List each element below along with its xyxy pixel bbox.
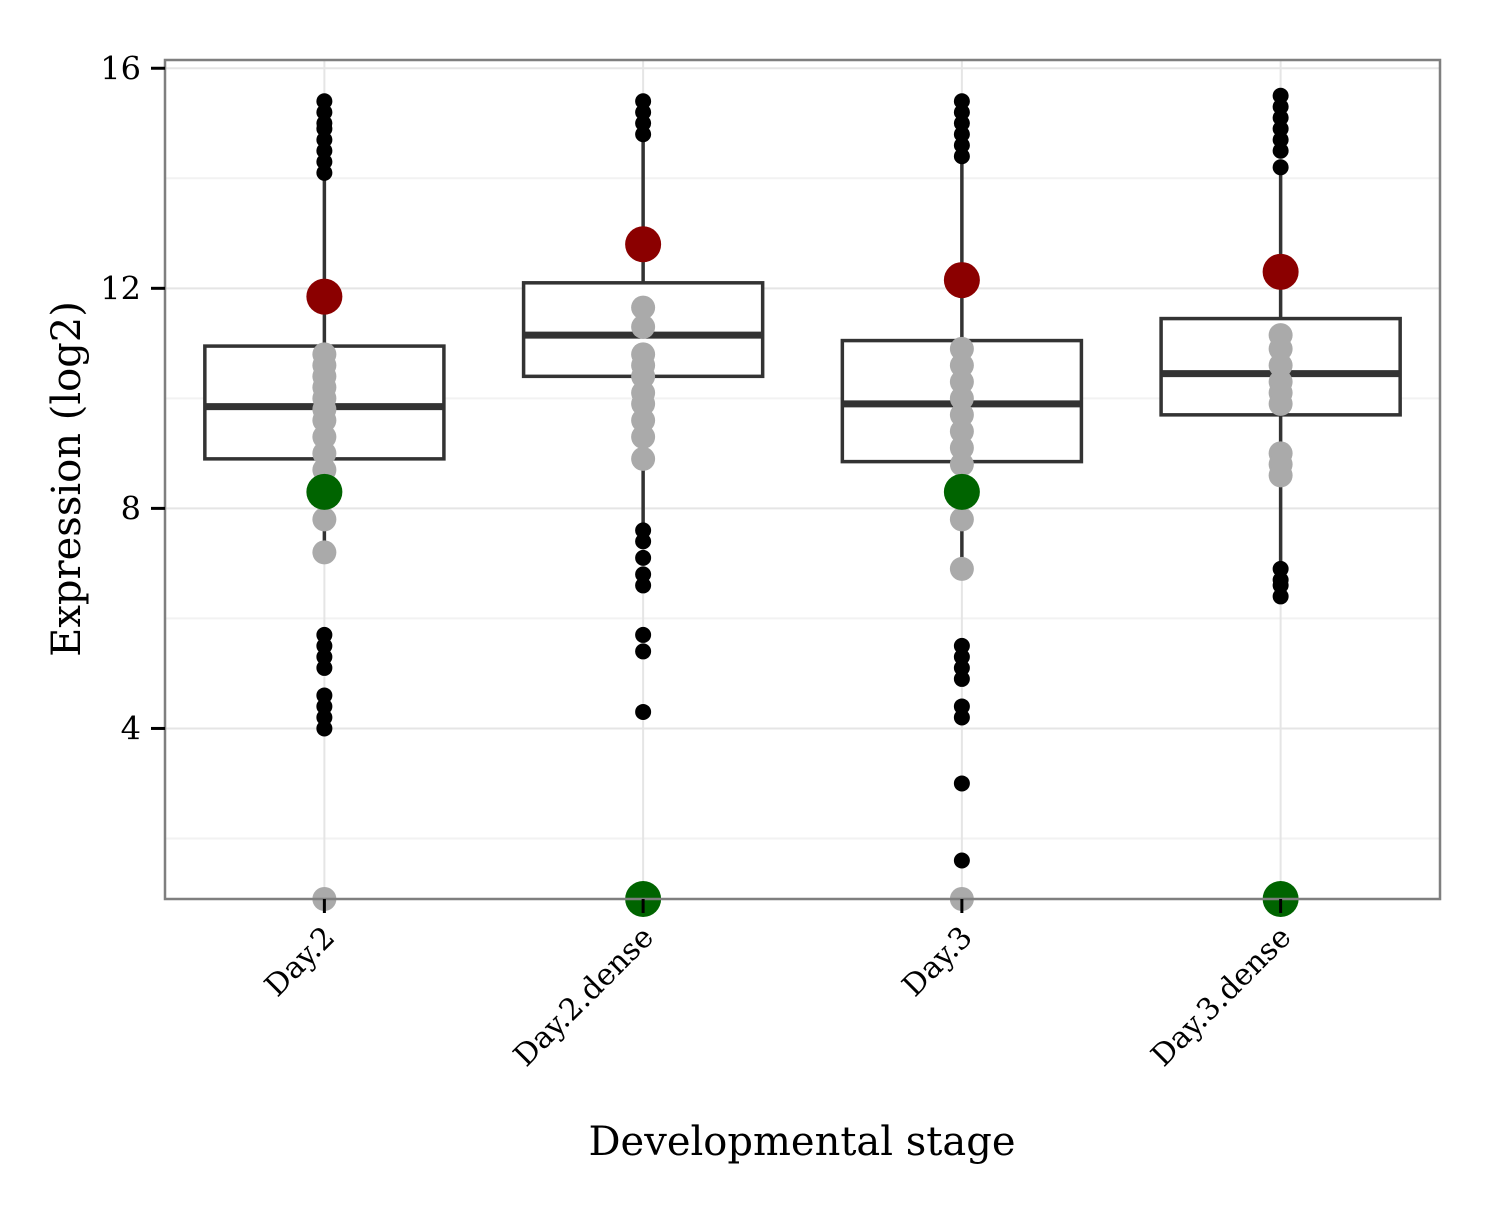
plot-panel-border [163,58,1442,901]
gray-point [312,507,337,532]
gray-point [949,507,974,532]
y-tick-label: 16 [100,49,141,87]
outlier-point [316,687,333,704]
gray-point [1268,463,1293,488]
gray-point [312,424,337,449]
outlier-point [953,137,970,154]
outlier-point [316,709,333,726]
gray-point [312,441,337,466]
gray-point [1268,336,1293,361]
gray-point [631,391,656,416]
gray-point [949,435,974,460]
gray-point [949,556,974,581]
outlier-point [1272,98,1289,115]
outlier-point [316,637,333,654]
outlier-point [316,131,333,148]
outlier-point [316,648,333,665]
outlier-point [635,115,652,132]
outlier-point [1272,120,1289,137]
outlier-point [953,698,970,715]
outlier-point [635,626,652,643]
outlier-point [953,148,970,165]
x-tick-label: Day.2.dense [507,920,661,1074]
outlier-point [635,549,652,566]
outlier-point [953,670,970,687]
outlier-point [635,643,652,660]
outlier-point [1272,159,1289,176]
outlier-point [316,153,333,170]
outlier-point [635,104,652,121]
outlier-point [953,852,970,869]
x-axis-title: Developmental stage [588,1119,1015,1165]
outlier-point [1272,87,1289,104]
gray-point [631,408,656,433]
outlier-point [316,142,333,159]
gray-point [949,369,974,394]
outlier-point [316,93,333,110]
gray-point [312,540,337,565]
gray-point [631,364,656,389]
x-tick-label: Day.2 [258,920,342,1004]
gray-point [1268,391,1293,416]
outlier-point [635,703,652,720]
gray-point [949,452,974,477]
y-tick-label: 12 [100,269,141,307]
outlier-point [953,104,970,121]
outlier-point [953,659,970,676]
gray-point [949,336,974,361]
outlier-point [1272,560,1289,577]
gray-point [631,295,656,320]
red-point [943,262,980,299]
outlier-point [953,93,970,110]
green-point [306,473,343,510]
outlier-point [953,775,970,792]
x-tick-label: Day.3.dense [1144,920,1298,1074]
outlier-point [953,115,970,132]
green-point [943,473,980,510]
outlier-point [1272,588,1289,605]
gray-point [949,419,974,444]
gray-point [949,386,974,411]
outlier-point [635,93,652,110]
outlier-point [316,115,333,132]
outlier-point [635,566,652,583]
outlier-point [1272,142,1289,159]
outlier-point [316,698,333,715]
outlier-point [953,126,970,143]
outlier-point [316,659,333,676]
outlier-point [953,637,970,654]
y-axis-title: Expression (log2) [44,301,90,657]
gray-point [949,353,974,378]
red-point [1262,253,1299,290]
gray-point [1268,353,1293,378]
plot-panel-background [165,60,1440,899]
outlier-point [316,104,333,121]
gray-point [631,424,656,449]
red-point [625,226,662,263]
x-tick-label: Day.3 [896,920,980,1004]
outlier-point [635,577,652,594]
gray-point [312,408,337,433]
red-point [306,278,343,315]
y-tick-label: 4 [121,709,141,747]
outlier-point [316,720,333,737]
outlier-point [635,533,652,550]
outlier-point [1272,109,1289,126]
y-tick-label: 8 [121,489,141,527]
outlier-point [635,522,652,539]
outlier-point [1272,131,1289,148]
outlier-point [953,709,970,726]
gray-point [949,402,974,427]
gray-point [631,446,656,471]
outlier-point [635,126,652,143]
gray-point [631,314,656,339]
point-layer [306,87,1299,917]
outlier-point [1272,577,1289,594]
outlier-point [953,648,970,665]
outlier-point [316,164,333,181]
outlier-point [316,626,333,643]
